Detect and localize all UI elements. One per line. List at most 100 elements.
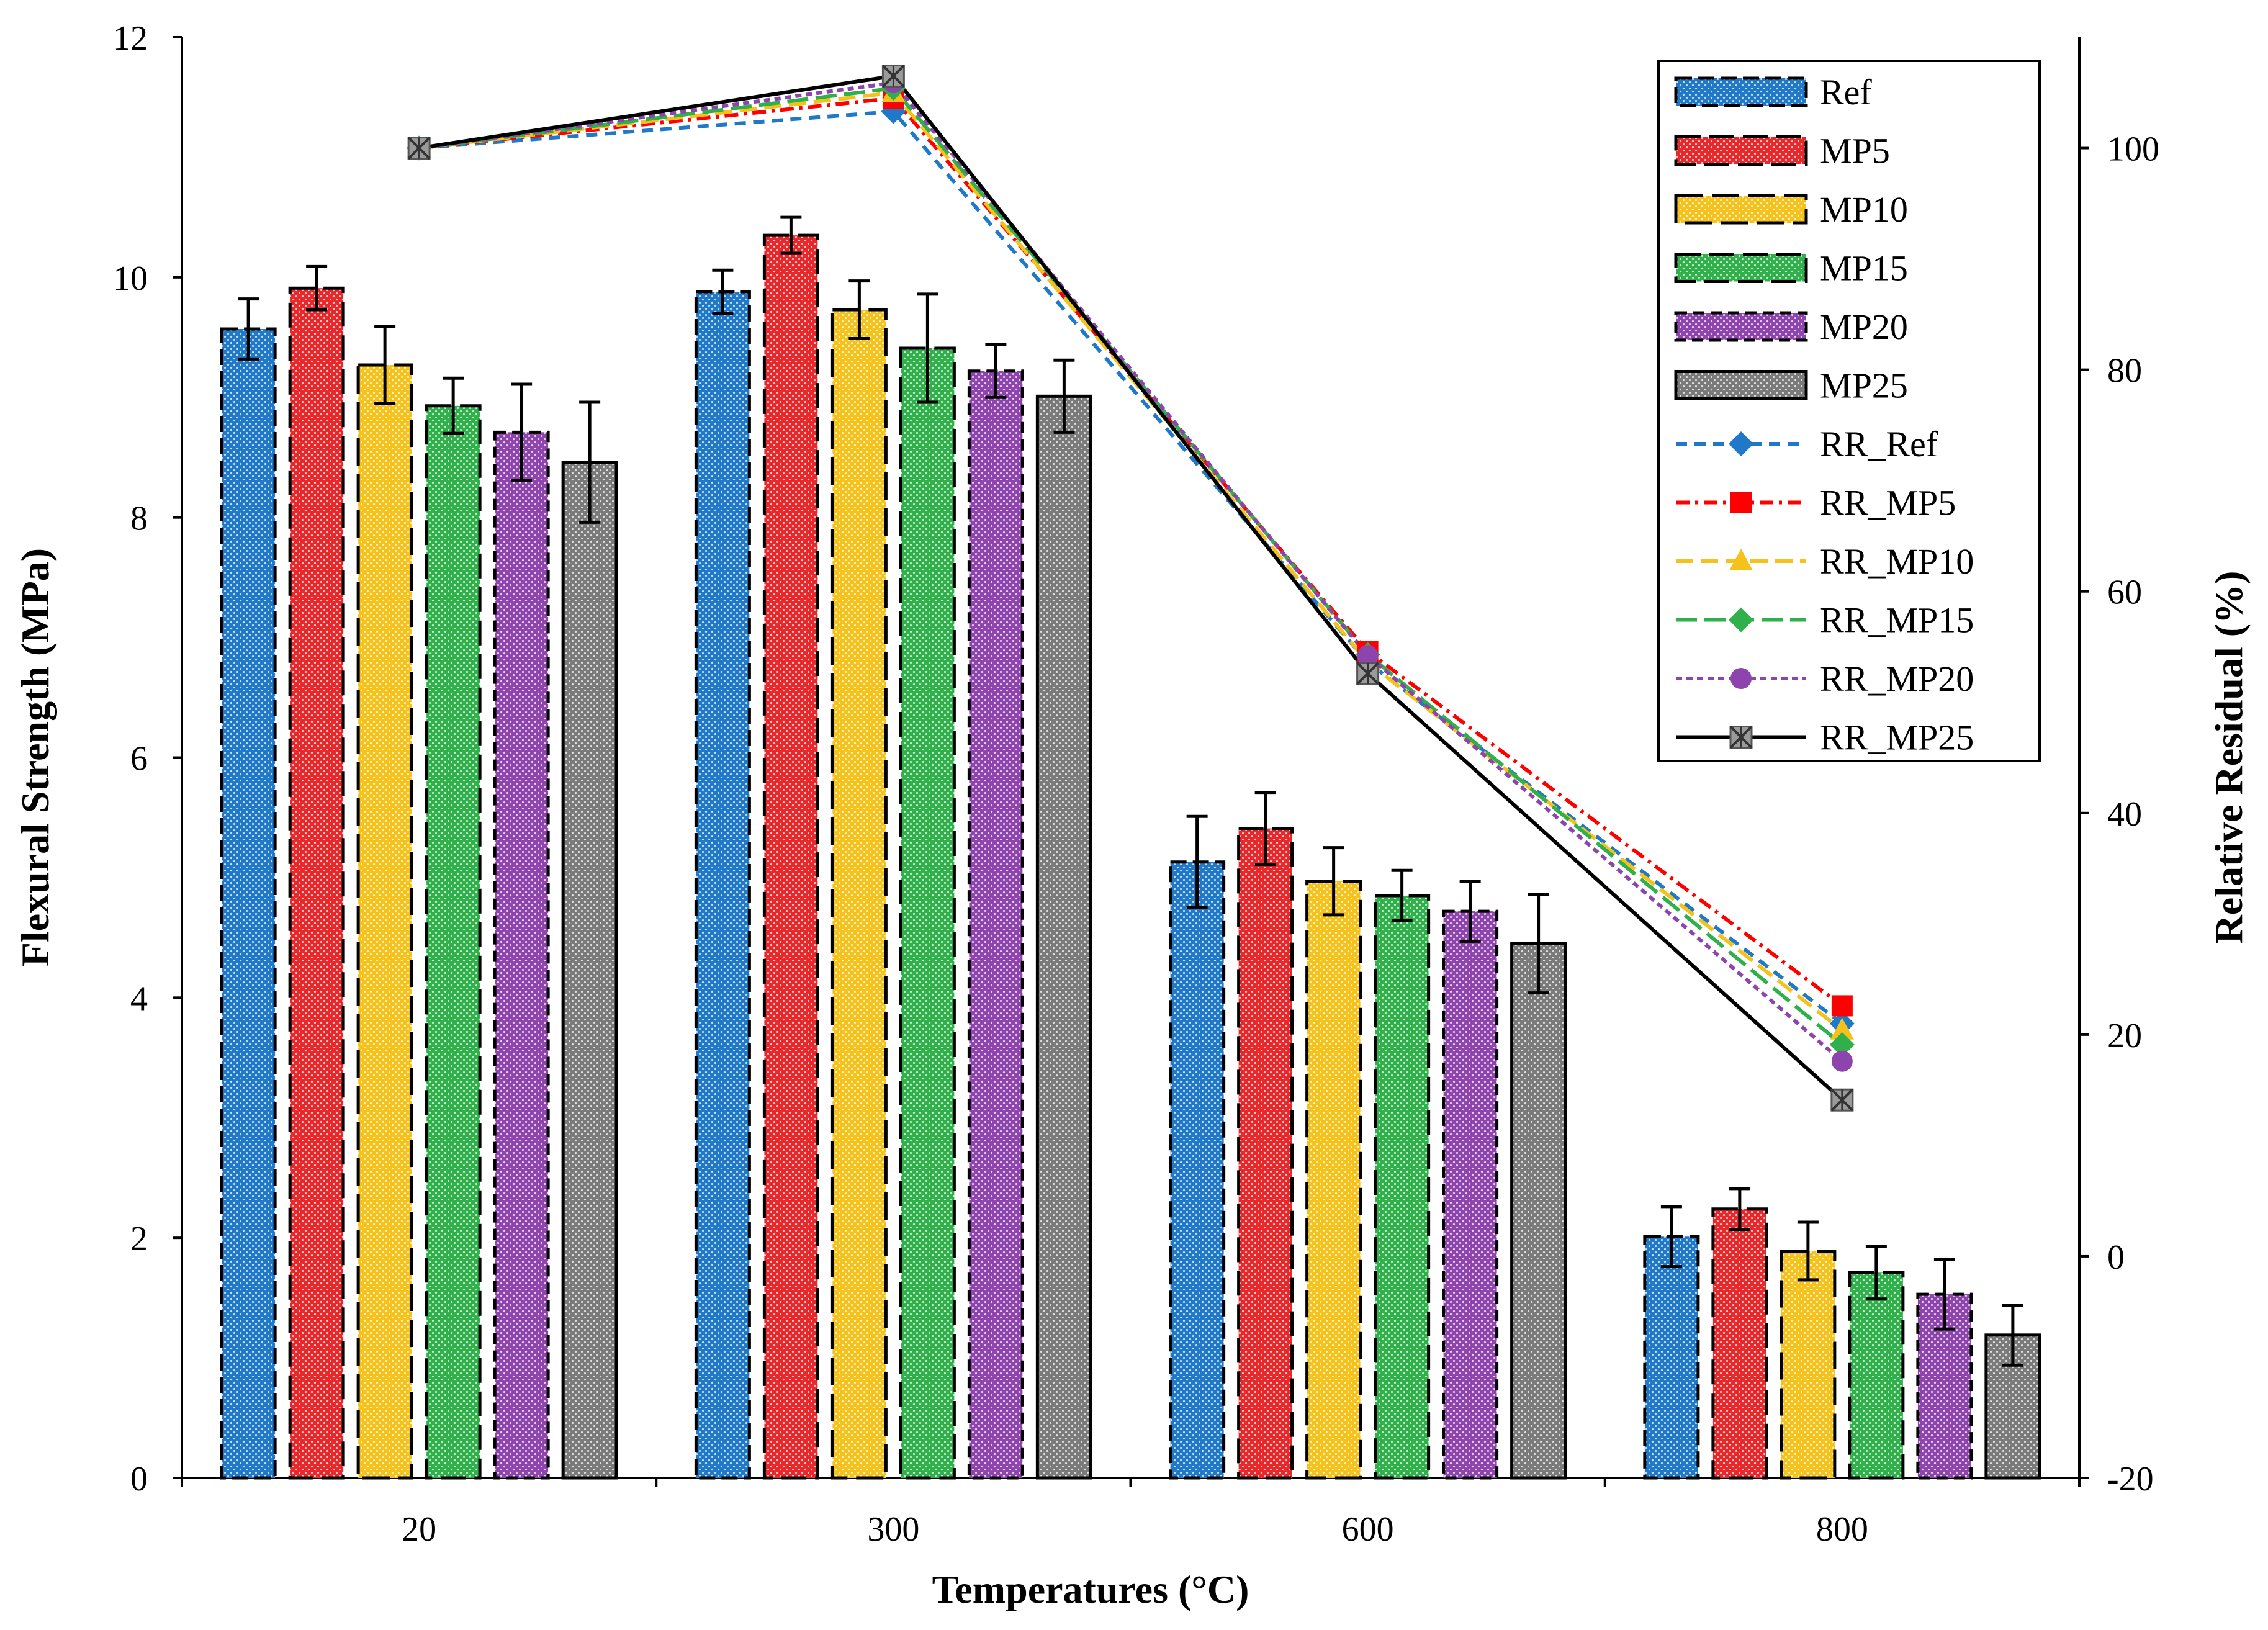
legend-label-MP5: MP5 [1820,131,1890,171]
legend-entry-MP5: MP5 [1674,131,1890,171]
error-bar-MP15-600 [1391,868,1413,923]
error-bar-MP10-600 [1323,846,1344,917]
error-bar-MP25-20 [579,400,601,524]
legend-swatch-Ref [1674,76,1808,107]
x-tick-label: 800 [1816,1510,1868,1549]
legend-swatch-MP25 [1674,370,1808,400]
bar-MP20-20 [493,430,550,1480]
y-tick-label: 6 [130,740,148,778]
point-RR_MP25-20 [407,137,431,160]
error-bar-MP15-20 [443,376,464,435]
legend-entry-RR_MP25: RR_MP25 [1676,718,1974,758]
error-bar-MP5-300 [780,215,802,255]
error-bar-MP5-800 [1729,1187,1750,1232]
error-bar-MP20-600 [1459,880,1481,943]
error-bar-MP25-300 [1053,358,1075,434]
error-bar-Ref-300 [712,268,734,315]
bar-MP25-300 [1035,394,1092,1480]
legend-swatch-MP20 [1674,311,1808,342]
error-bar-MP10-300 [848,279,870,340]
bar-MP20-600 [1442,909,1499,1480]
legend-swatch-MP15 [1674,253,1808,283]
bar-MP20-300 [967,369,1024,1480]
line-group [407,64,1855,1112]
x-tick-label: 300 [867,1510,919,1549]
bar-Ref-300 [694,290,751,1480]
line-RR_MP25 [418,74,1843,1102]
point-RR_MP20-800 [1831,1050,1853,1072]
error-bar-MP15-300 [917,292,938,404]
legend-marker-RR_Ref [1729,431,1753,456]
legend-entry-MP20: MP20 [1674,307,1908,347]
legend-entry-MP15: MP15 [1674,248,1908,289]
bar-Ref-800 [1643,1235,1700,1480]
legend-label-Ref: Ref [1820,72,1872,112]
error-bar-MP5-20 [306,264,328,312]
point-RR_MP10-800 [1830,1017,1854,1040]
legend-label-RR_MP5: RR_MP5 [1820,483,1956,523]
point-RR_MP20-600 [1357,645,1379,667]
legend-entry-RR_Ref: RR_Ref [1676,424,1938,464]
y-axis-title: Flexural Strength (MPa) [13,548,57,966]
x-axis-title: Temperatures (°C) [932,1567,1249,1611]
tick-group: 0 2 4 6 8 10 12 -20 0 20 40 60 80 100 20 300 600 800 [113,19,2159,1549]
error-bar-MP15-800 [1865,1245,1887,1301]
error-bar-MP25-800 [2002,1303,2023,1367]
x-tick-label: 20 [402,1510,436,1549]
bar-Ref-600 [1169,860,1226,1480]
error-bar-MP10-20 [374,325,396,405]
y2-tick-label: 0 [2107,1238,2125,1277]
line-RR_MP15 [418,86,1843,1047]
legend-label-MP15: MP15 [1820,248,1908,289]
error-bar-Ref-800 [1660,1205,1682,1269]
legend-entry-MP10: MP10 [1674,189,1908,230]
bar-MP10-800 [1780,1249,1837,1480]
legend-marker-RR_MP20 [1730,668,1752,689]
bar-MP10-20 [356,363,413,1480]
legend-marker-RR_MP25 [1729,726,1753,749]
legend-label-RR_MP15: RR_MP15 [1820,600,1974,641]
bar-MP5-800 [1711,1207,1768,1480]
y-tick-label: 2 [130,1220,148,1258]
legend-entry-RR_MP5: RR_MP5 [1676,483,1956,523]
bar-MP15-20 [425,404,482,1480]
legend-label-MP10: MP10 [1820,189,1908,230]
legend-entry-RR_MP10: RR_MP10 [1676,541,1974,582]
y2-tick-label: 40 [2107,795,2142,834]
error-bar-MP5-600 [1254,791,1276,867]
x-tick-label: 600 [1342,1510,1394,1549]
error-bar-group [238,215,2023,1367]
y-tick-label: 0 [130,1460,148,1498]
y-tick-label: 8 [130,500,148,538]
legend-label-RR_MP20: RR_MP20 [1820,659,1974,699]
legend-entry-Ref: Ref [1674,72,1872,112]
bar-MP15-600 [1374,894,1431,1480]
bar-group [220,233,2041,1480]
legend-entry-MP25: MP25 [1674,366,1908,406]
line-RR_Ref [418,109,1843,1025]
legend-swatch-MP5 [1674,135,1808,166]
error-bar-MP10-800 [1797,1220,1819,1282]
legend: Ref MP5 MP10 MP15 MP20 MP25 RR_Ref RR_MP5 RR_MP1… [1657,60,2041,762]
point-RR_MP25-600 [1356,662,1380,685]
error-bar-MP20-800 [1933,1258,1955,1331]
bar-MP25-20 [561,461,618,1480]
y-tick-label: 10 [113,259,148,298]
bar-MP15-300 [899,346,956,1480]
y2-tick-label: 20 [2107,1017,2142,1055]
legend-swatch-MP10 [1674,194,1808,225]
point-RR_MP25-300 [881,64,905,88]
y2-tick-label: 100 [2107,130,2159,169]
line-RR_MP20 [418,81,1843,1063]
bar-MP25-600 [1510,942,1567,1480]
error-bar-Ref-20 [238,297,259,361]
legend-marker-RR_MP10 [1729,549,1753,570]
legend-label-MP20: MP20 [1820,307,1908,347]
legend-label-RR_MP25: RR_MP25 [1820,718,1974,758]
bar-MP10-600 [1305,880,1362,1480]
legend-box [1657,60,2041,762]
y-tick-label: 12 [113,19,148,58]
error-bar-MP25-600 [1528,893,1549,995]
point-RR_MP25-800 [1830,1088,1854,1112]
